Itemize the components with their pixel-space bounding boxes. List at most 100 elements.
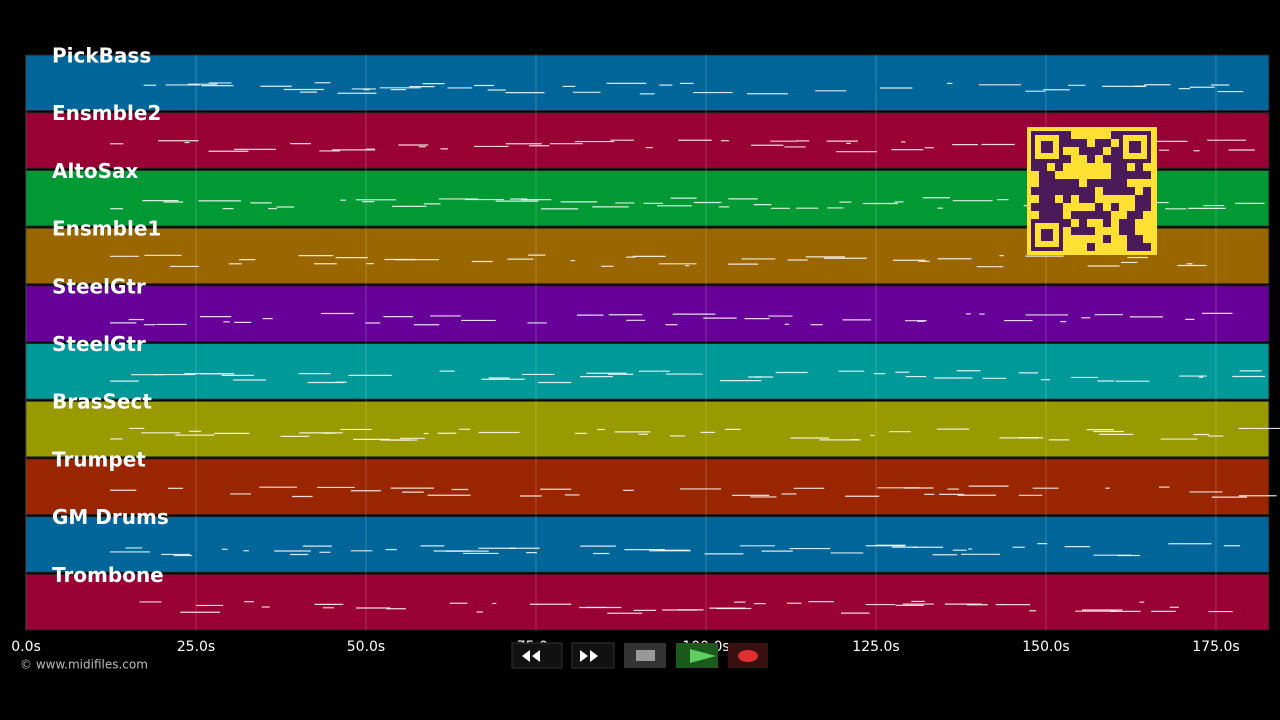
qr-module [1055, 187, 1063, 195]
qr-module [1135, 235, 1143, 243]
qr-module [1127, 235, 1135, 243]
track-lane [25, 516, 1270, 573]
track-name: Trumpet [52, 447, 146, 471]
qr-module [1079, 219, 1087, 227]
qr-module [1047, 211, 1055, 219]
qr-module [1087, 147, 1095, 155]
time-tick-label: 150.0s [1022, 639, 1069, 655]
copyright: © www.midifiles.com [20, 658, 148, 672]
fast-forward-icon[interactable] [580, 650, 598, 662]
qr-module [1111, 155, 1119, 163]
track-name: Ensmble2 [52, 101, 161, 125]
qr-module [1111, 131, 1119, 139]
qr-module [1127, 187, 1135, 195]
transport-controls [511, 642, 768, 669]
qr-module [1087, 155, 1095, 163]
record-icon[interactable] [738, 650, 758, 662]
qr-module [1039, 171, 1047, 179]
qr-module [1055, 211, 1063, 219]
qr-module [1119, 171, 1127, 179]
rewind-button[interactable] [511, 642, 563, 669]
qr-module [1055, 179, 1063, 187]
qr-module [1063, 139, 1071, 147]
time-tick-label: 50.0s [347, 639, 385, 655]
qr-module [1127, 227, 1135, 235]
qr-module [1071, 187, 1079, 195]
qr-module [1047, 179, 1055, 187]
qr-code [1027, 127, 1157, 255]
qr-module [1127, 243, 1135, 251]
qr-module [1039, 211, 1047, 219]
qr-module [1111, 163, 1119, 171]
qr-module [1031, 163, 1039, 171]
qr-module [1111, 203, 1119, 211]
qr-finder [1119, 131, 1151, 163]
qr-module [1111, 171, 1119, 179]
qr-module [1135, 171, 1143, 179]
record-button[interactable] [728, 643, 768, 668]
qr-module [1143, 171, 1151, 179]
qr-module [1063, 179, 1071, 187]
qr-module [1039, 203, 1047, 211]
qr-module [1039, 195, 1047, 203]
qr-module [1135, 243, 1143, 251]
track-labels: PickBass Ensmble2 AltoSax Ensmble1 SteelGtr S… [52, 44, 169, 587]
qr-module [1103, 139, 1111, 147]
time-tick-label: 175.0s [1192, 639, 1239, 655]
qr-module [1063, 219, 1071, 227]
play-button[interactable] [676, 643, 718, 668]
notes [110, 82, 1280, 614]
play-icon[interactable] [690, 649, 716, 663]
time-tick-label: 125.0s [852, 639, 899, 655]
qr-module [1063, 155, 1071, 163]
qr-module [1111, 179, 1119, 187]
qr-module [1119, 163, 1127, 171]
track-name: SteelGtr [52, 332, 146, 356]
qr-module [1063, 131, 1071, 139]
track-lane [25, 54, 1270, 112]
fast-forward-button[interactable] [571, 642, 615, 669]
track-name: Trombone [52, 563, 164, 587]
qr-finder [1031, 131, 1063, 163]
qr-finder-core [1041, 229, 1053, 241]
track-name: PickBass [52, 44, 151, 68]
qr-module [1095, 147, 1103, 155]
qr-module [1087, 195, 1095, 203]
time-tick-label: 0.0s [11, 639, 41, 655]
qr-module [1103, 235, 1111, 243]
track-name: GM Drums [52, 505, 169, 529]
qr-module [1103, 211, 1111, 219]
qr-module [1039, 179, 1047, 187]
qr-module [1079, 147, 1087, 155]
track-name: SteelGtr [52, 274, 146, 298]
stop-icon[interactable] [636, 650, 655, 661]
stop-button[interactable] [624, 643, 666, 668]
qr-module [1047, 203, 1055, 211]
qr-module [1135, 163, 1143, 171]
qr-module [1087, 211, 1095, 219]
qr-module [1095, 211, 1103, 219]
qr-module [1111, 147, 1119, 155]
time-tick-label: 25.0s [177, 639, 215, 655]
qr-module [1119, 187, 1127, 195]
qr-module [1095, 203, 1103, 211]
qr-module [1055, 203, 1063, 211]
qr-finder [1031, 219, 1063, 251]
track-lane [25, 285, 1270, 342]
qr-module [1071, 227, 1079, 235]
qr-module [1031, 203, 1039, 211]
qr-finder-core [1041, 141, 1053, 153]
rewind-icon[interactable] [522, 650, 540, 662]
qr-module [1079, 211, 1087, 219]
qr-module [1135, 203, 1143, 211]
qr-module [1103, 155, 1111, 163]
qr-module [1127, 219, 1135, 227]
track-name: AltoSax [52, 159, 139, 183]
qr-module [1063, 187, 1071, 195]
qr-module [1071, 211, 1079, 219]
qr-module [1135, 211, 1143, 219]
qr-module [1127, 171, 1135, 179]
qr-module [1079, 227, 1087, 235]
qr-module [1047, 171, 1055, 179]
